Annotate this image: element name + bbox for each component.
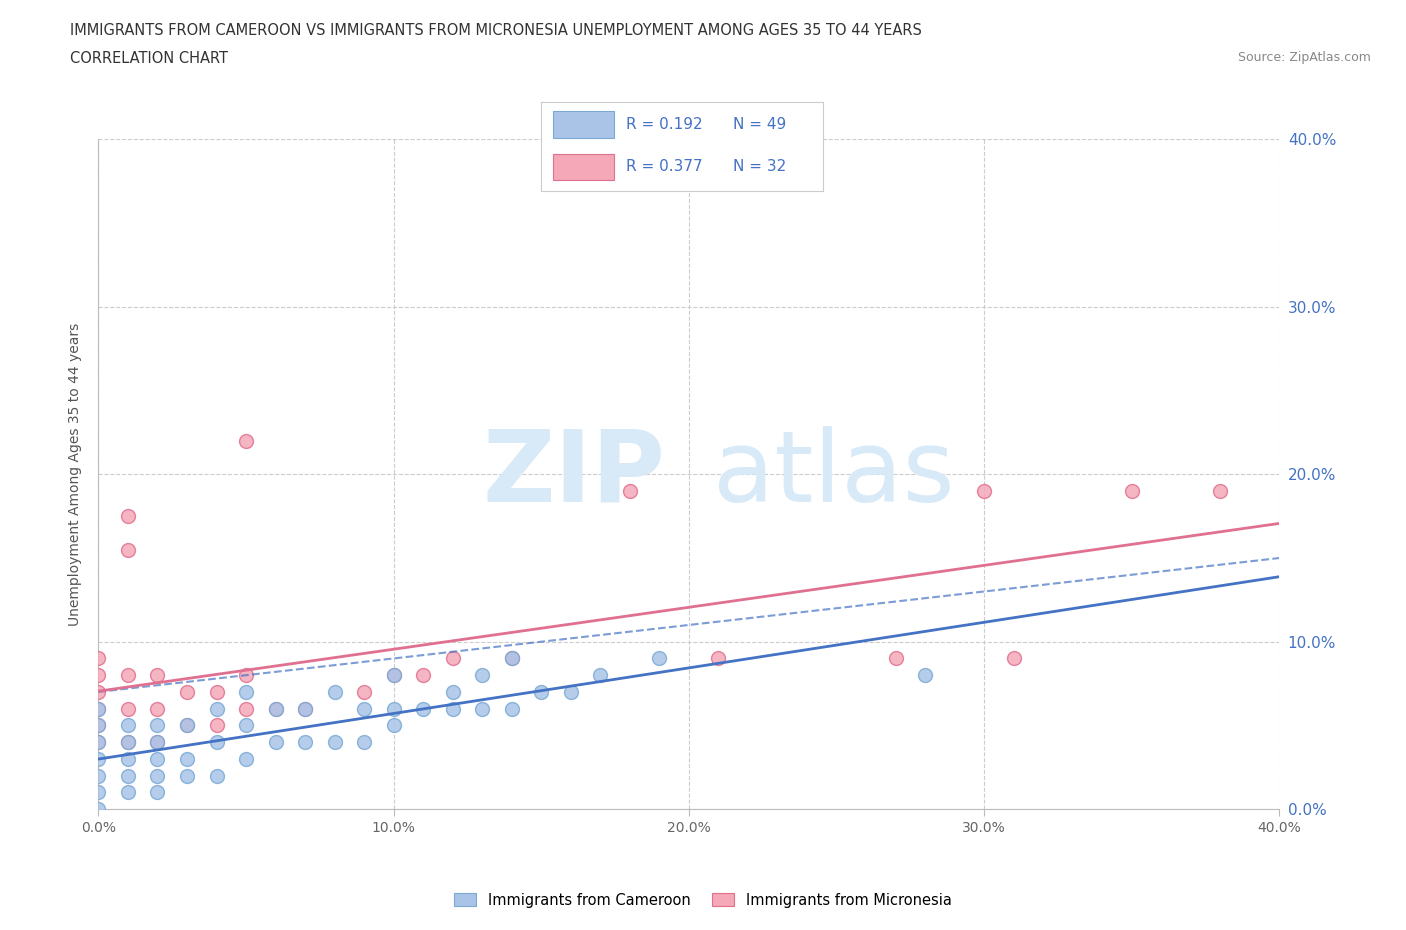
- Point: [87, 751, 110, 766]
- Point: [176, 718, 198, 733]
- Point: [176, 768, 198, 783]
- Point: [264, 701, 287, 716]
- Point: [117, 768, 139, 783]
- Point: [619, 484, 641, 498]
- Point: [501, 651, 523, 666]
- Point: [323, 684, 346, 699]
- Point: [146, 751, 169, 766]
- Point: [560, 684, 582, 699]
- Point: [117, 735, 139, 750]
- Point: [264, 735, 287, 750]
- Point: [205, 718, 228, 733]
- Point: [353, 684, 375, 699]
- Point: [323, 735, 346, 750]
- Point: [501, 701, 523, 716]
- Point: [87, 802, 110, 817]
- Bar: [553, 153, 614, 180]
- Bar: [553, 112, 614, 138]
- Point: [205, 735, 228, 750]
- Point: [382, 668, 405, 683]
- Point: [117, 735, 139, 750]
- Text: IMMIGRANTS FROM CAMEROON VS IMMIGRANTS FROM MICRONESIA UNEMPLOYMENT AMONG AGES 3: IMMIGRANTS FROM CAMEROON VS IMMIGRANTS F…: [70, 23, 922, 38]
- Text: R = 0.377: R = 0.377: [626, 159, 702, 174]
- Point: [589, 668, 612, 683]
- Point: [87, 785, 110, 800]
- Point: [87, 718, 110, 733]
- Point: [914, 668, 936, 683]
- Point: [176, 751, 198, 766]
- Text: atlas: atlas: [713, 426, 955, 523]
- Point: [707, 651, 730, 666]
- Point: [884, 651, 907, 666]
- Point: [648, 651, 671, 666]
- Point: [117, 751, 139, 766]
- Point: [353, 701, 375, 716]
- Point: [117, 718, 139, 733]
- Point: [382, 701, 405, 716]
- Text: R = 0.192: R = 0.192: [626, 117, 702, 132]
- Point: [235, 668, 257, 683]
- Point: [87, 718, 110, 733]
- Point: [264, 701, 287, 716]
- Point: [176, 718, 198, 733]
- Point: [412, 668, 434, 683]
- Point: [146, 735, 169, 750]
- Text: N = 32: N = 32: [733, 159, 786, 174]
- Text: Source: ZipAtlas.com: Source: ZipAtlas.com: [1237, 51, 1371, 64]
- Legend: Immigrants from Cameroon, Immigrants from Micronesia: Immigrants from Cameroon, Immigrants fro…: [449, 886, 957, 913]
- Text: CORRELATION CHART: CORRELATION CHART: [70, 51, 228, 66]
- Point: [146, 735, 169, 750]
- Point: [87, 735, 110, 750]
- Point: [412, 701, 434, 716]
- Point: [146, 668, 169, 683]
- Point: [117, 701, 139, 716]
- Point: [441, 651, 464, 666]
- Point: [205, 701, 228, 716]
- Point: [117, 542, 139, 557]
- Point: [471, 668, 494, 683]
- Text: N = 49: N = 49: [733, 117, 786, 132]
- Point: [501, 651, 523, 666]
- Point: [471, 701, 494, 716]
- Point: [117, 668, 139, 683]
- Point: [146, 718, 169, 733]
- Point: [294, 701, 316, 716]
- Point: [294, 735, 316, 750]
- Y-axis label: Unemployment Among Ages 35 to 44 years: Unemployment Among Ages 35 to 44 years: [69, 323, 83, 626]
- Point: [146, 785, 169, 800]
- Point: [235, 718, 257, 733]
- Point: [235, 433, 257, 448]
- Point: [87, 668, 110, 683]
- Point: [117, 509, 139, 524]
- Point: [87, 735, 110, 750]
- Point: [1209, 484, 1232, 498]
- Point: [176, 684, 198, 699]
- Point: [87, 684, 110, 699]
- Point: [530, 684, 553, 699]
- Point: [441, 701, 464, 716]
- Point: [87, 701, 110, 716]
- Point: [146, 701, 169, 716]
- Point: [146, 768, 169, 783]
- Point: [235, 684, 257, 699]
- Point: [87, 701, 110, 716]
- Point: [205, 768, 228, 783]
- Point: [235, 751, 257, 766]
- Point: [235, 701, 257, 716]
- Point: [294, 701, 316, 716]
- Point: [87, 768, 110, 783]
- Point: [1002, 651, 1025, 666]
- Point: [1121, 484, 1143, 498]
- Point: [117, 785, 139, 800]
- Point: [353, 735, 375, 750]
- Point: [973, 484, 995, 498]
- Point: [382, 718, 405, 733]
- Point: [441, 684, 464, 699]
- Point: [382, 668, 405, 683]
- Text: ZIP: ZIP: [482, 426, 665, 523]
- Point: [205, 684, 228, 699]
- Point: [87, 651, 110, 666]
